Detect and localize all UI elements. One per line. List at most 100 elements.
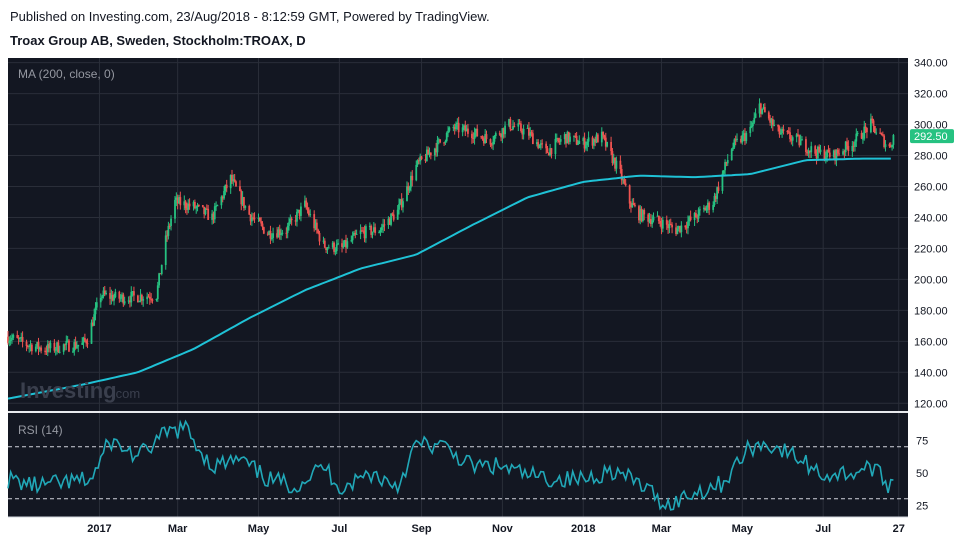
candle-body [528, 127, 530, 136]
rsi-y-axis: 75 50 25 [916, 435, 928, 512]
candle-body [82, 337, 85, 343]
candle [160, 264, 163, 276]
candle [815, 149, 818, 165]
candle-body [341, 243, 343, 247]
candle [759, 102, 762, 118]
price-y-tick-1: 320.00 [914, 89, 948, 101]
candle [235, 180, 237, 187]
candle [66, 335, 69, 343]
candle [594, 136, 597, 147]
candle-body [456, 122, 459, 124]
candle-body [567, 131, 570, 142]
candle [680, 221, 683, 238]
candle-body [383, 224, 386, 226]
candle-body [419, 156, 422, 162]
candle [113, 293, 115, 306]
candle-body [795, 134, 798, 138]
candle-body [826, 149, 829, 158]
candle-body [346, 241, 349, 248]
candle-body [175, 197, 178, 200]
candle [322, 236, 325, 244]
candle-body [843, 151, 846, 153]
candle [378, 230, 381, 234]
candle [591, 135, 594, 149]
candle [343, 239, 346, 247]
candle-body [114, 291, 117, 298]
candle-body [105, 292, 107, 295]
candle [313, 210, 316, 232]
candle [326, 246, 329, 254]
candle-body [93, 314, 96, 326]
candle-body [29, 344, 32, 346]
candle [334, 247, 337, 256]
candle [139, 289, 142, 303]
candle [175, 192, 178, 207]
candle-body [781, 129, 783, 133]
candle-body [130, 291, 133, 303]
candle [810, 141, 813, 158]
candle [632, 198, 635, 206]
candle-body [150, 298, 153, 300]
candle-body [250, 217, 253, 222]
candle [45, 345, 48, 355]
candle-body [464, 125, 467, 132]
candle-body [359, 230, 362, 234]
candle-body [611, 151, 614, 163]
candle [272, 227, 274, 243]
x-tick-1: Mar [168, 523, 188, 535]
candle [659, 216, 662, 227]
rsi-line [7, 419, 894, 511]
candle [211, 209, 214, 225]
candle [298, 209, 301, 220]
candle-body [745, 133, 748, 141]
candle-body [298, 209, 301, 216]
candle-body [253, 218, 256, 220]
candle-body [391, 213, 394, 215]
candle-body [836, 149, 839, 154]
candle [323, 238, 326, 249]
candle [427, 146, 430, 155]
candle [814, 144, 817, 156]
candle [102, 287, 105, 299]
candle-body [786, 130, 789, 132]
candle [573, 135, 575, 142]
candle-body [184, 201, 187, 209]
candle-body [30, 344, 33, 352]
candle-body [557, 138, 559, 142]
candle-body [860, 133, 863, 139]
candle [195, 205, 198, 214]
candle-body [215, 205, 218, 207]
x-tick-8: May [732, 523, 754, 535]
candle [424, 153, 427, 164]
candle-body [379, 230, 382, 233]
candle-body [574, 135, 577, 137]
candle-body [750, 126, 753, 128]
candle [288, 217, 290, 231]
candle-body [140, 294, 143, 301]
candle-body [789, 132, 791, 140]
candle-body [248, 206, 251, 215]
candle-body [546, 148, 549, 153]
published-info: Published on Investing.com, 23/Aug/2018 … [10, 9, 490, 24]
candle-body [504, 125, 506, 135]
candle-body [176, 197, 179, 204]
candle-body [630, 203, 632, 208]
candle [296, 208, 298, 227]
candle [643, 208, 646, 221]
candle-body [380, 227, 383, 231]
candle [411, 170, 414, 187]
candle-body [452, 127, 455, 129]
candle [151, 298, 154, 304]
candle-body [713, 195, 716, 205]
price-pane[interactable] [8, 58, 908, 411]
candle-body [566, 131, 569, 144]
candle [880, 132, 883, 136]
candle-body [873, 126, 876, 133]
candle [577, 139, 579, 146]
candle-body [232, 179, 235, 182]
symbol-title: Troax Group AB, Sweden, Stockholm:TROAX,… [10, 33, 306, 48]
x-tick-3: Jul [331, 523, 347, 535]
candle-body [680, 225, 683, 233]
candle-body [417, 160, 420, 162]
